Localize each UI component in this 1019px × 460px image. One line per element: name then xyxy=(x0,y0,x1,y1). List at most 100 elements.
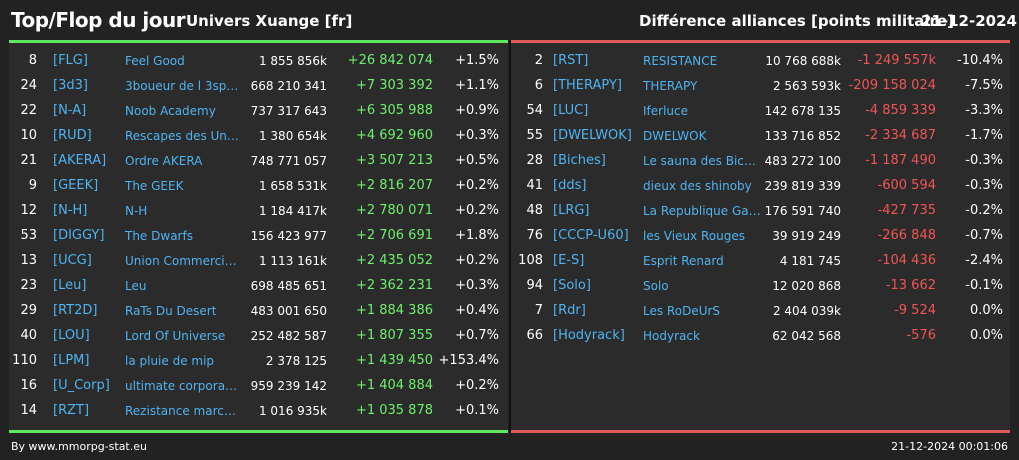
universe-label: Univers Xuange [fr] xyxy=(186,12,353,30)
alliance-point-change: -209 158 024 xyxy=(848,78,936,93)
alliance-point-change: -1 249 557k xyxy=(857,53,936,68)
alliance-row: 8 [FLG] Feel Good 1 855 856k +26 842 074 +1.5… xyxy=(9,50,508,75)
alliance-rank: 55 xyxy=(526,128,543,143)
alliance-point-change: +1 807 355 xyxy=(355,328,433,343)
alliance-name-link[interactable]: Les RoDeUrS xyxy=(643,304,721,318)
alliance-rank: 14 xyxy=(20,403,37,418)
alliance-tag-link[interactable]: [LOU] xyxy=(53,328,90,343)
alliance-name-link[interactable]: 3boueur de l 3space xyxy=(125,79,241,93)
alliance-point-change: -266 848 xyxy=(877,228,936,243)
alliance-tag-link[interactable]: [U_Corp] xyxy=(53,378,110,393)
alliance-name-link[interactable]: RaTs Du Desert xyxy=(125,304,217,318)
alliance-tag-link[interactable]: [FLG] xyxy=(53,53,88,68)
alliance-name-link[interactable]: N-H xyxy=(125,204,148,218)
alliance-point-change: +4 692 960 xyxy=(355,128,433,143)
alliance-point-change: +1 884 386 xyxy=(355,303,433,318)
alliance-tag-link[interactable]: [Biches] xyxy=(553,153,606,168)
alliance-points: 156 423 977 xyxy=(250,229,327,243)
alliance-tag-link[interactable]: [GEEK] xyxy=(53,178,99,193)
alliance-point-change: -2 334 687 xyxy=(865,128,936,143)
page-title: Top/Flop du jour xyxy=(11,8,186,32)
alliance-points: 62 042 568 xyxy=(772,329,841,343)
alliance-row: 14 [RZT] Rezistance march... 1 016 935k +1 0… xyxy=(9,400,508,425)
alliance-points: 483 001 650 xyxy=(250,304,327,318)
alliance-point-change: +2 816 207 xyxy=(355,178,433,193)
alliance-name-link[interactable]: ultimate corporation xyxy=(125,379,241,393)
alliance-tag-link[interactable]: [N-A] xyxy=(53,103,87,118)
alliance-tag-link[interactable]: [LRG] xyxy=(553,203,590,218)
alliance-tag-link[interactable]: [dds] xyxy=(553,178,587,193)
alliance-name-link[interactable]: Rezistance march... xyxy=(125,404,241,418)
alliance-tag-link[interactable]: [3d3] xyxy=(53,78,88,93)
alliance-name-link[interactable]: Rescapes des Univ... xyxy=(125,129,241,143)
alliance-tag-link[interactable]: [E-S] xyxy=(553,253,585,268)
alliance-tag-link[interactable]: [RZT] xyxy=(53,403,90,418)
alliance-name-link[interactable]: DWELWOK xyxy=(643,129,707,143)
alliance-row: 29 [RT2D] RaTs Du Desert 483 001 650 +1 884 … xyxy=(9,300,508,325)
alliance-tag-link[interactable]: [DWELWOK] xyxy=(553,128,632,143)
alliance-percent-change: 0.0% xyxy=(969,328,1003,343)
alliance-points: 1 380 654k xyxy=(258,129,327,143)
alliance-tag-link[interactable]: [LPM] xyxy=(53,353,90,368)
alliance-points: 2 404 039k xyxy=(772,304,841,318)
alliance-percent-change: +0.2% xyxy=(455,253,499,268)
site-credit[interactable]: By www.mmorpg-stat.eu xyxy=(11,440,147,453)
alliance-tag-link[interactable]: [Leu] xyxy=(53,278,87,293)
report-date: 21-12-2024 xyxy=(921,12,1017,30)
alliance-tag-link[interactable]: [THERAPY] xyxy=(553,78,622,93)
alliance-point-change: -104 436 xyxy=(877,253,936,268)
alliance-percent-change: 0.0% xyxy=(969,303,1003,318)
alliance-name-link[interactable]: Hodyrack xyxy=(643,329,700,343)
alliance-row: 66 [Hodyrack] Hodyrack 62 042 568 -576 0.0% xyxy=(511,325,1010,350)
alliance-name-link[interactable]: The GEEK xyxy=(125,179,184,193)
alliance-name-link[interactable]: Iferluce xyxy=(643,104,688,118)
alliance-name-link[interactable]: Le sauna des Biches xyxy=(643,154,763,168)
alliance-percent-change: +1.5% xyxy=(455,53,499,68)
alliance-tag-link[interactable]: [DIGGY] xyxy=(53,228,105,243)
footer: By www.mmorpg-stat.eu 21-12-2024 00:01:0… xyxy=(0,436,1019,460)
alliance-row: 22 [N-A] Noob Academy 737 317 643 +6 305 988… xyxy=(9,100,508,125)
alliance-name-link[interactable]: Noob Academy xyxy=(125,104,216,118)
alliance-tag-link[interactable]: [RST] xyxy=(553,53,589,68)
alliance-points: 239 819 339 xyxy=(764,179,841,193)
alliance-percent-change: -2.4% xyxy=(965,253,1003,268)
alliance-tag-link[interactable]: [LUC] xyxy=(553,103,589,118)
alliance-rank: 7 xyxy=(534,303,543,318)
alliance-tag-link[interactable]: [RUD] xyxy=(53,128,92,143)
alliance-percent-change: +0.5% xyxy=(455,153,499,168)
alliance-point-change: +1 035 878 xyxy=(355,403,433,418)
alliance-name-link[interactable]: Solo xyxy=(643,279,669,293)
alliance-name-link[interactable]: The Dwarfs xyxy=(125,229,193,243)
alliance-rank: 6 xyxy=(534,78,543,93)
alliance-tag-link[interactable]: [UCG] xyxy=(53,253,92,268)
alliance-name-link[interactable]: THERAPY xyxy=(643,79,698,93)
alliance-tag-link[interactable]: [Hodyrack] xyxy=(553,328,625,343)
alliance-tag-link[interactable]: [Rdr] xyxy=(553,303,586,318)
alliance-percent-change: -3.3% xyxy=(965,103,1003,118)
alliance-rank: 94 xyxy=(526,278,543,293)
alliance-point-change: +3 507 213 xyxy=(355,153,433,168)
alliance-name-link[interactable]: dieux des shinoby xyxy=(643,179,752,193)
alliance-row: 41 [dds] dieux des shinoby 239 819 339 -600 … xyxy=(511,175,1010,200)
alliance-name-link[interactable]: Leu xyxy=(125,279,147,293)
alliance-rank: 53 xyxy=(20,228,37,243)
alliance-name-link[interactable]: La Republique Gala... xyxy=(643,204,763,218)
alliance-point-change: -600 594 xyxy=(877,178,936,193)
alliance-tag-link[interactable]: [N-H] xyxy=(53,203,88,218)
alliance-point-change: +1 404 884 xyxy=(355,378,433,393)
alliance-tag-link[interactable]: [Solo] xyxy=(553,278,591,293)
alliance-name-link[interactable]: Union Commerciale... xyxy=(125,254,241,268)
alliance-percent-change: -0.7% xyxy=(965,228,1003,243)
alliance-points: 1 184 417k xyxy=(258,204,327,218)
alliance-tag-link[interactable]: [RT2D] xyxy=(53,303,98,318)
alliance-tag-link[interactable]: [AKERA] xyxy=(53,153,107,168)
alliance-tag-link[interactable]: [CCCP-U60] xyxy=(553,228,629,243)
alliance-points: 483 272 100 xyxy=(764,154,841,168)
alliance-name-link[interactable]: Ordre AKERA xyxy=(125,154,203,168)
alliance-name-link[interactable]: Feel Good xyxy=(125,54,185,68)
alliance-name-link[interactable]: la pluie de mip xyxy=(125,354,215,368)
alliance-name-link[interactable]: RESISTANCE xyxy=(643,54,718,68)
alliance-name-link[interactable]: Esprit Renard xyxy=(643,254,724,268)
alliance-name-link[interactable]: les Vieux Rouges xyxy=(643,229,745,243)
alliance-name-link[interactable]: Lord Of Universe xyxy=(125,329,226,343)
